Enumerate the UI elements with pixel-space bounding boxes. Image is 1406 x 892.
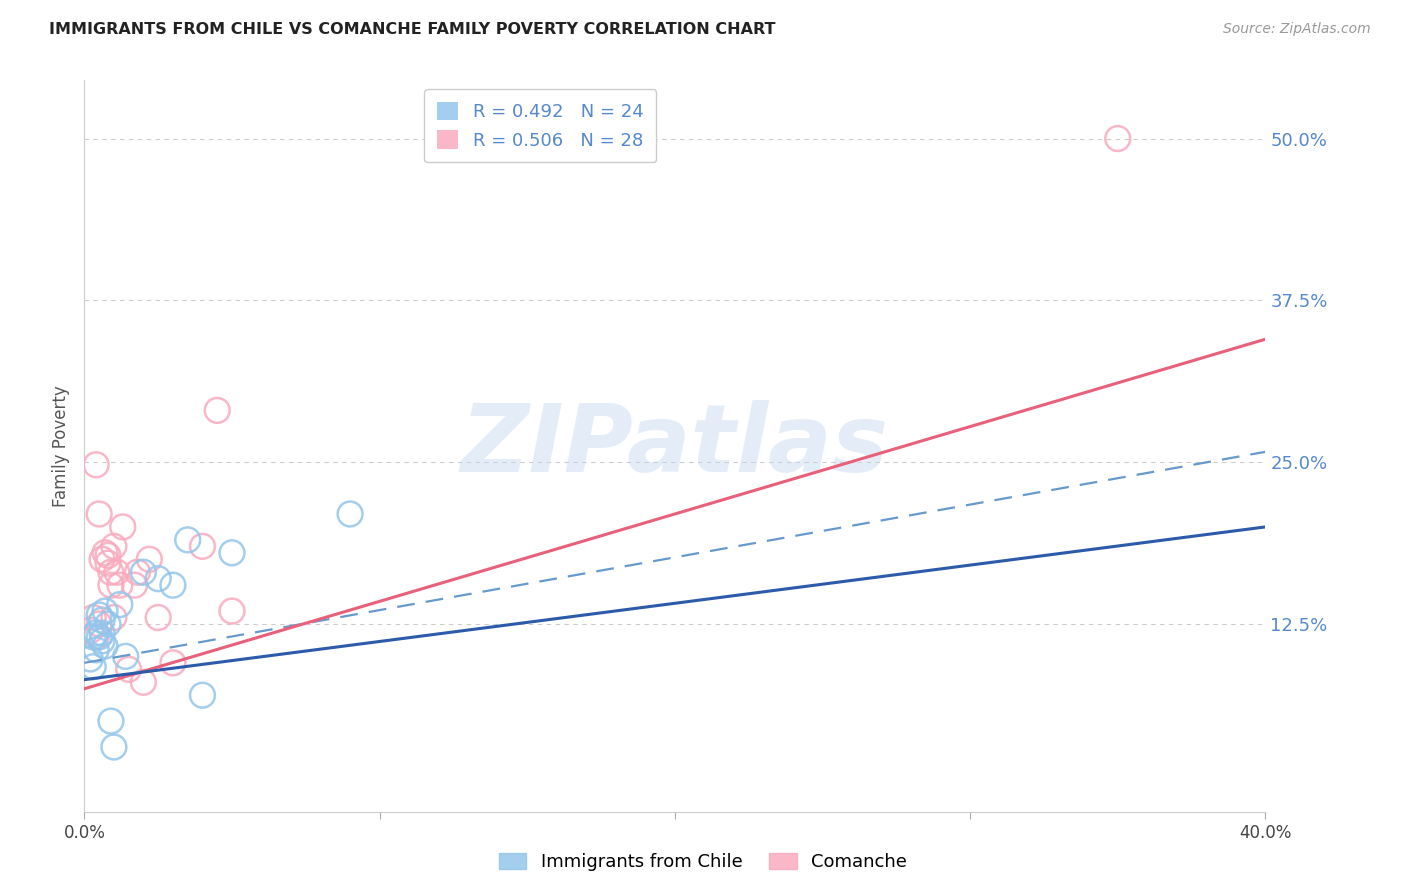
Point [111,520,134,534]
Point [84,630,107,644]
Point [94,546,117,560]
Point [84,458,107,472]
Point [103,739,125,754]
Point [339,507,361,521]
Point [87,607,111,622]
Point [97,556,120,570]
Point [100,566,122,580]
Point [108,598,131,612]
Point [132,675,155,690]
Point [82,659,104,673]
Point [100,714,122,728]
Text: ZIPatlas: ZIPatlas [461,400,889,492]
Legend: R = 0.492   N = 24, R = 0.506   N = 28: R = 0.492 N = 24, R = 0.506 N = 28 [425,89,657,162]
Point [97,549,120,563]
Point [177,533,200,547]
Point [94,604,117,618]
Point [138,552,160,566]
Point [221,604,243,618]
Point [221,546,243,560]
Legend: Immigrants from Chile, Comanche: Immigrants from Chile, Comanche [492,846,914,879]
Point [148,572,170,586]
Point [91,626,114,640]
Point [100,578,122,592]
Point [91,633,114,648]
Point [84,643,107,657]
Point [105,566,128,580]
Point [191,688,214,702]
Point [84,626,107,640]
Point [162,656,184,670]
Point [87,507,111,521]
Point [82,610,104,624]
Point [91,552,114,566]
Point [207,403,229,417]
Point [162,578,184,592]
Point [94,639,117,653]
Point [124,578,146,592]
Point [82,630,104,644]
Point [191,539,214,553]
Point [79,652,101,666]
Point [1107,131,1129,145]
Text: IMMIGRANTS FROM CHILE VS COMANCHE FAMILY POVERTY CORRELATION CHART: IMMIGRANTS FROM CHILE VS COMANCHE FAMILY… [49,22,776,37]
Point [87,617,111,632]
Point [132,566,155,580]
Point [103,539,125,553]
Point [118,662,141,676]
Point [97,617,120,632]
Point [103,610,125,624]
Point [87,630,111,644]
Point [148,610,170,624]
Point [127,566,149,580]
Text: Source: ZipAtlas.com: Source: ZipAtlas.com [1223,22,1371,37]
Point [91,613,114,627]
Point [79,624,101,638]
Point [108,578,131,592]
Y-axis label: Family Poverty: Family Poverty [52,385,70,507]
Point [114,649,136,664]
